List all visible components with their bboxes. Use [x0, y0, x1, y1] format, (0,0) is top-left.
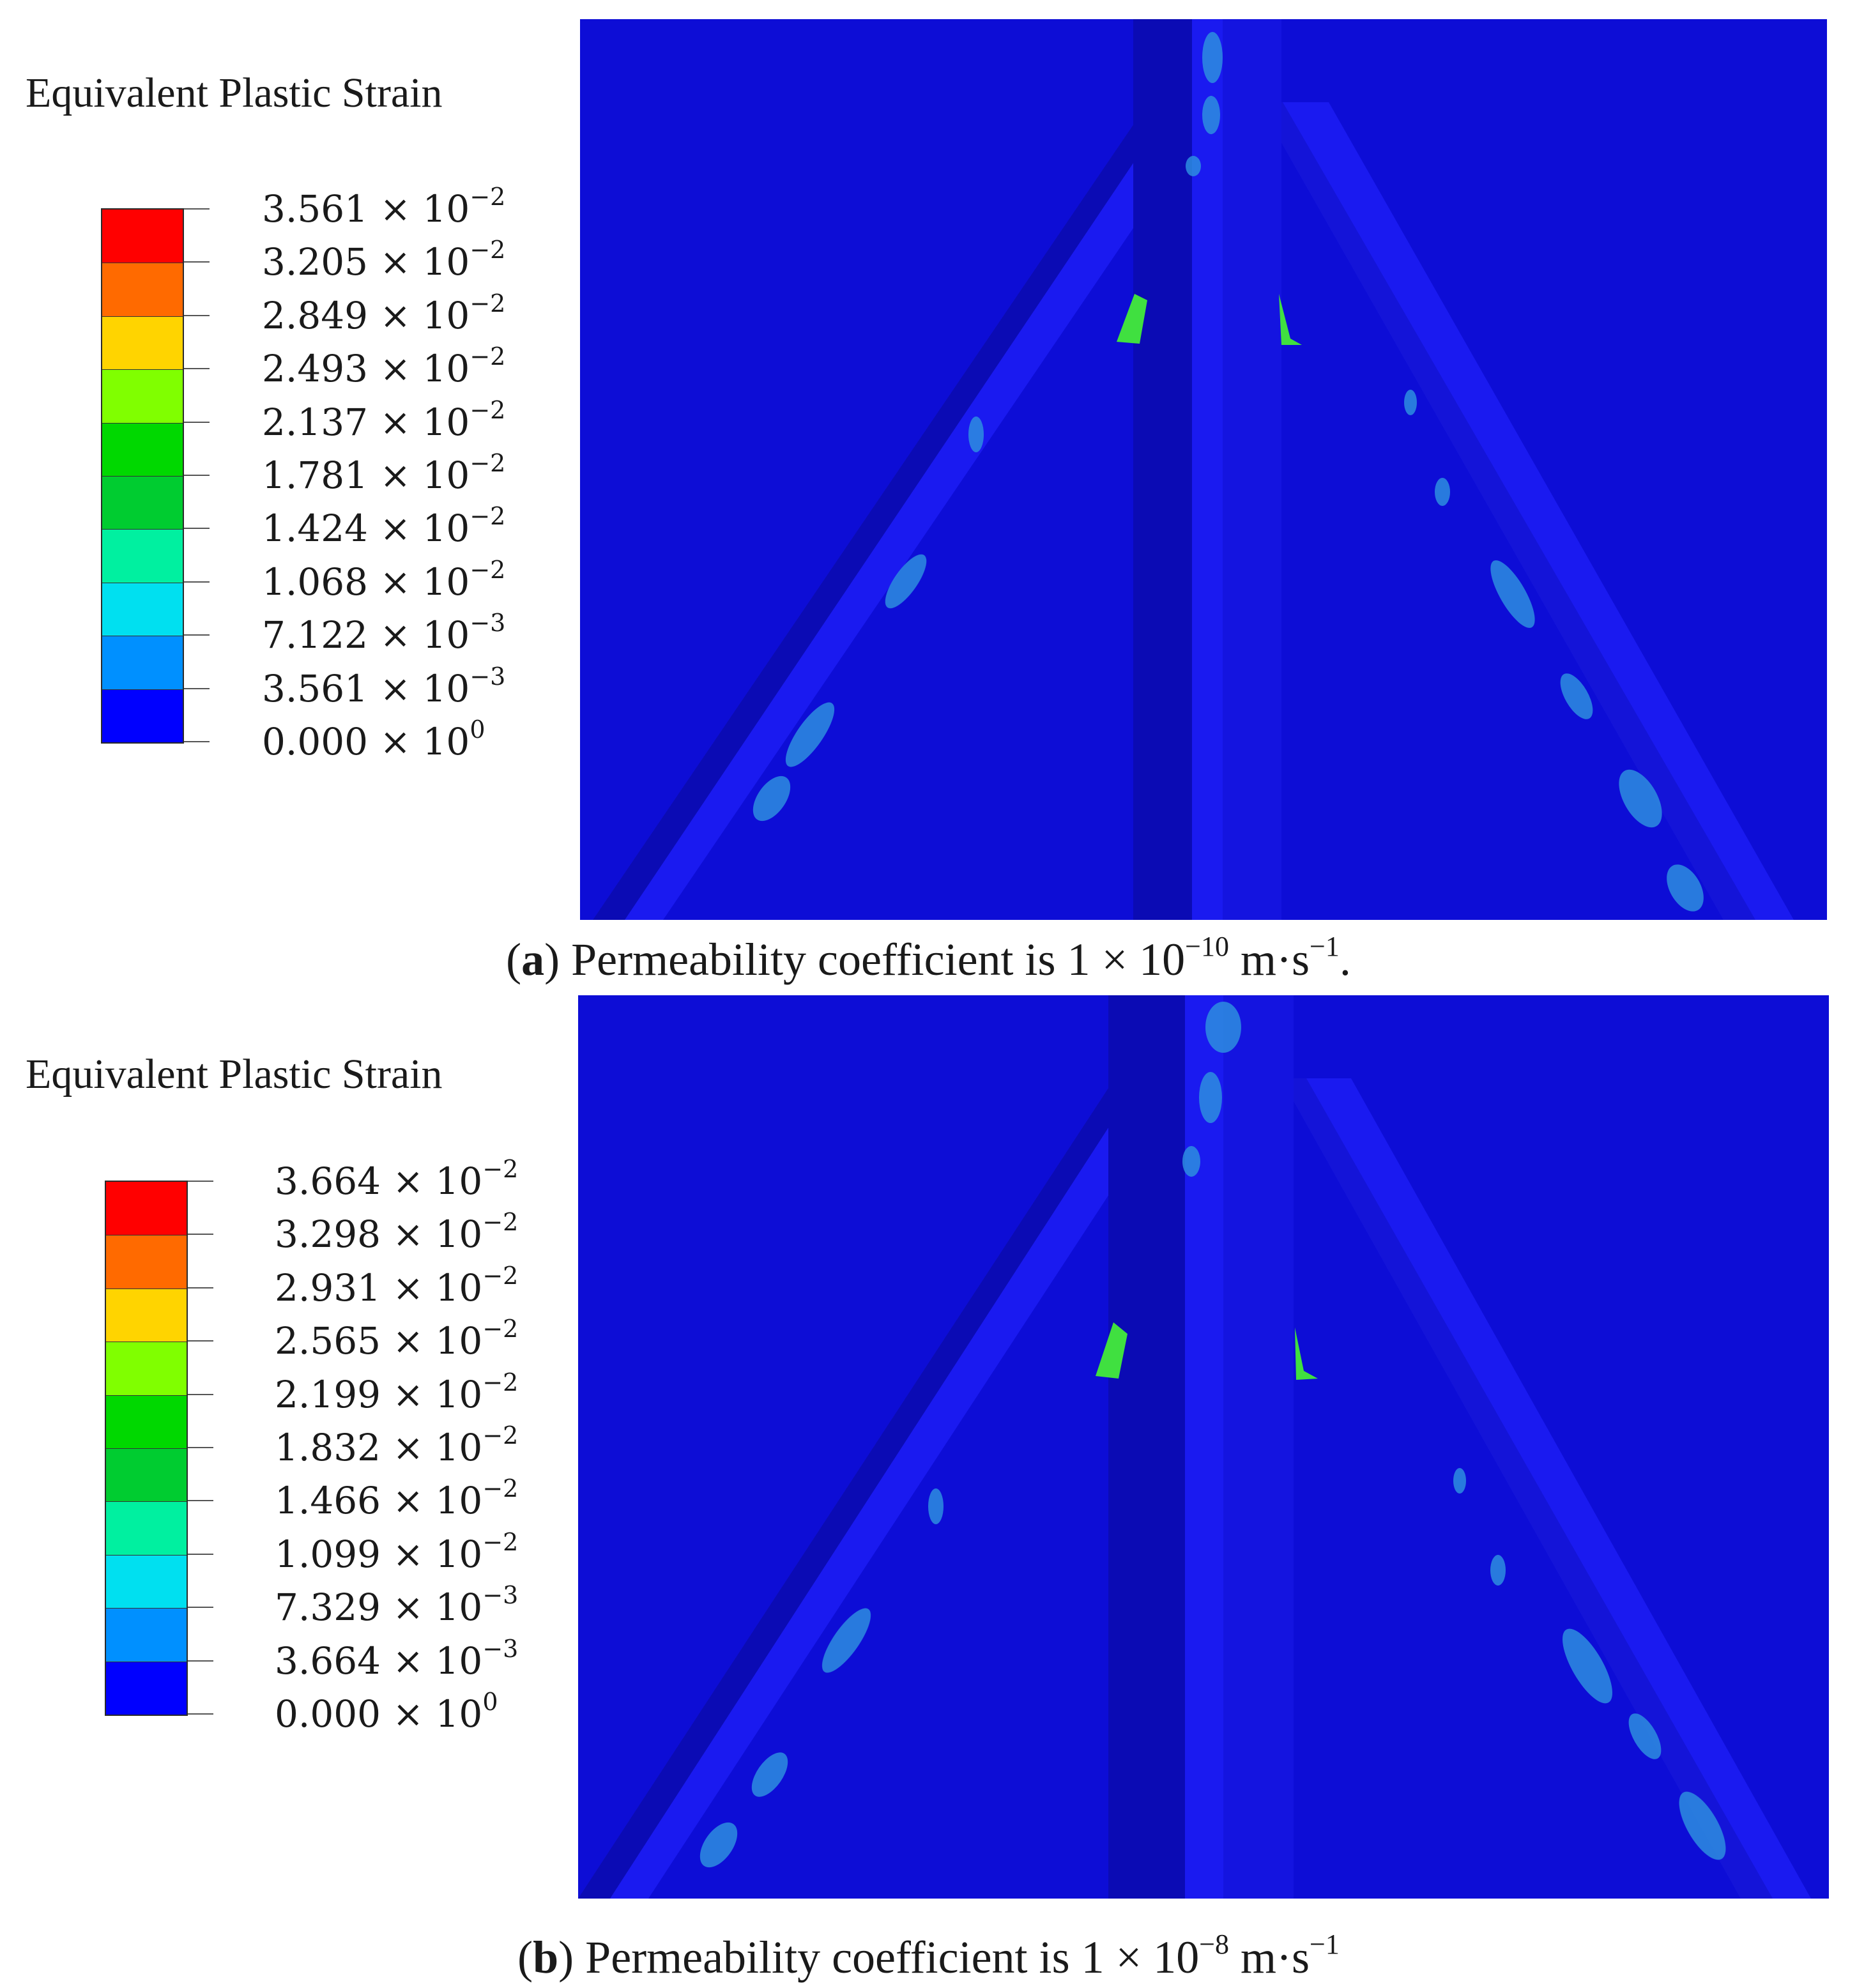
- caption-a: (a) Permeability coefficient is 1 × 10−1…: [506, 931, 1351, 985]
- scale-tick-label: 1.099 × 10−2: [275, 1527, 519, 1576]
- scale-tick-label: 1.424 × 10−2: [262, 502, 506, 551]
- panel-b: Equivalent Plastic Strain 3.664 × 10−2 3.…: [0, 990, 1857, 1988]
- caption-exponent: −10: [1185, 931, 1229, 962]
- scale-tick-label: 2.493 × 10−2: [262, 342, 506, 391]
- scale-segment: [106, 1448, 187, 1502]
- scale-tick: [188, 1500, 213, 1502]
- scale-tick: [184, 475, 210, 476]
- caption-end: .: [1339, 934, 1351, 985]
- caption-unit: m·s: [1229, 934, 1310, 985]
- scale-segment: [102, 369, 183, 423]
- scale-segment: [102, 636, 183, 689]
- scale-tick-label: 1.781 × 10−2: [262, 449, 506, 497]
- scale-tick: [188, 1660, 213, 1662]
- scale-segment: [106, 1288, 187, 1342]
- scale-tick-label: 1.068 × 10−2: [262, 555, 506, 604]
- scale-tick: [184, 687, 210, 689]
- scale-tick-label: 3.298 × 10−2: [275, 1208, 519, 1257]
- scale-tick-label: 2.199 × 10−2: [275, 1368, 519, 1416]
- panel-a: Equivalent Plastic Strain 3.561 × 10−2 3.…: [0, 0, 1857, 990]
- caption-letter: b: [533, 1932, 559, 1983]
- scale-segment: [102, 422, 183, 476]
- scale-tick-label: 1.832 × 10−2: [275, 1421, 519, 1469]
- scale-tick-label: 3.561 × 10−3: [262, 662, 506, 710]
- scale-segment: [106, 1342, 187, 1395]
- scale-tick: [188, 1340, 213, 1342]
- scale-tick: [188, 1713, 213, 1715]
- color-scale-bar: [105, 1181, 188, 1716]
- scale-tick-label: 2.849 × 10−2: [262, 289, 506, 337]
- caption-letter: a: [521, 934, 545, 985]
- caption-exponent: −8: [1199, 1929, 1230, 1960]
- scale-tick-label: 1.466 × 10−2: [275, 1474, 519, 1523]
- scale-tick: [184, 634, 210, 636]
- scale-tick: [184, 581, 210, 583]
- legend-title: Equivalent Plastic Strain: [26, 70, 443, 116]
- scale-tick-label: 2.931 × 10−2: [275, 1261, 519, 1310]
- scale-segment: [106, 1554, 187, 1609]
- scale-tick-label: 0.000 × 100: [262, 715, 485, 763]
- scale-segment: [102, 475, 183, 530]
- caption-unit-exponent: −1: [1310, 1929, 1340, 1960]
- scale-segment: [102, 263, 183, 316]
- contour-plot-view: [580, 19, 1827, 920]
- scale-segment: [102, 316, 183, 370]
- joint-model-render: [580, 19, 1827, 920]
- caption-b: (b) Permeability coefficient is 1 × 10−8…: [517, 1929, 1340, 1983]
- contour-plot-view: [578, 995, 1829, 1899]
- scale-tick: [188, 1607, 213, 1609]
- scale-tick: [184, 368, 210, 370]
- caption-text: Permeability coefficient is 1 × 10: [571, 934, 1186, 985]
- scale-tick-label: 3.664 × 10−3: [275, 1634, 519, 1683]
- scale-tick: [188, 1553, 213, 1555]
- scale-segment: [102, 529, 183, 583]
- scale-tick: [188, 1287, 213, 1288]
- scale-tick: [188, 1234, 213, 1235]
- caption-text: Permeability coefficient is 1 × 10: [585, 1932, 1200, 1983]
- scale-tick-label: 3.664 × 10−2: [275, 1155, 519, 1203]
- caption-unit: m·s: [1229, 1932, 1310, 1983]
- scale-tick: [184, 421, 210, 423]
- scale-tick: [184, 314, 210, 316]
- scale-segment: [106, 1182, 187, 1235]
- scale-tick-label: 2.565 × 10−2: [275, 1315, 519, 1363]
- scale-tick: [188, 1447, 213, 1448]
- scale-tick-label: 0.000 × 100: [275, 1688, 498, 1736]
- scale-tick: [184, 208, 210, 210]
- legend-title: Equivalent Plastic Strain: [26, 1051, 443, 1097]
- scale-tick: [184, 741, 210, 742]
- color-scale-bar: [101, 208, 184, 744]
- scale-tick: [184, 528, 210, 530]
- scale-segment: [102, 689, 183, 742]
- scale-tick-label: 7.122 × 10−3: [262, 609, 506, 657]
- scale-tick: [184, 261, 210, 263]
- scale-segment: [106, 1395, 187, 1448]
- scale-segment: [102, 210, 183, 263]
- scale-segment: [106, 1501, 187, 1555]
- scale-tick: [188, 1181, 213, 1182]
- scale-segment: [102, 582, 183, 636]
- scale-tick-label: 3.205 × 10−2: [262, 236, 506, 284]
- joint-model-render: [578, 995, 1829, 1899]
- caption-unit-exponent: −1: [1310, 931, 1340, 962]
- scale-segment: [106, 1608, 187, 1662]
- scale-tick-label: 3.561 × 10−2: [262, 183, 506, 231]
- scale-tick-label: 7.329 × 10−3: [275, 1581, 519, 1630]
- scale-tick-label: 2.137 × 10−2: [262, 395, 506, 444]
- scale-segment: [106, 1661, 187, 1715]
- scale-tick: [188, 1393, 213, 1395]
- scale-segment: [106, 1235, 187, 1288]
